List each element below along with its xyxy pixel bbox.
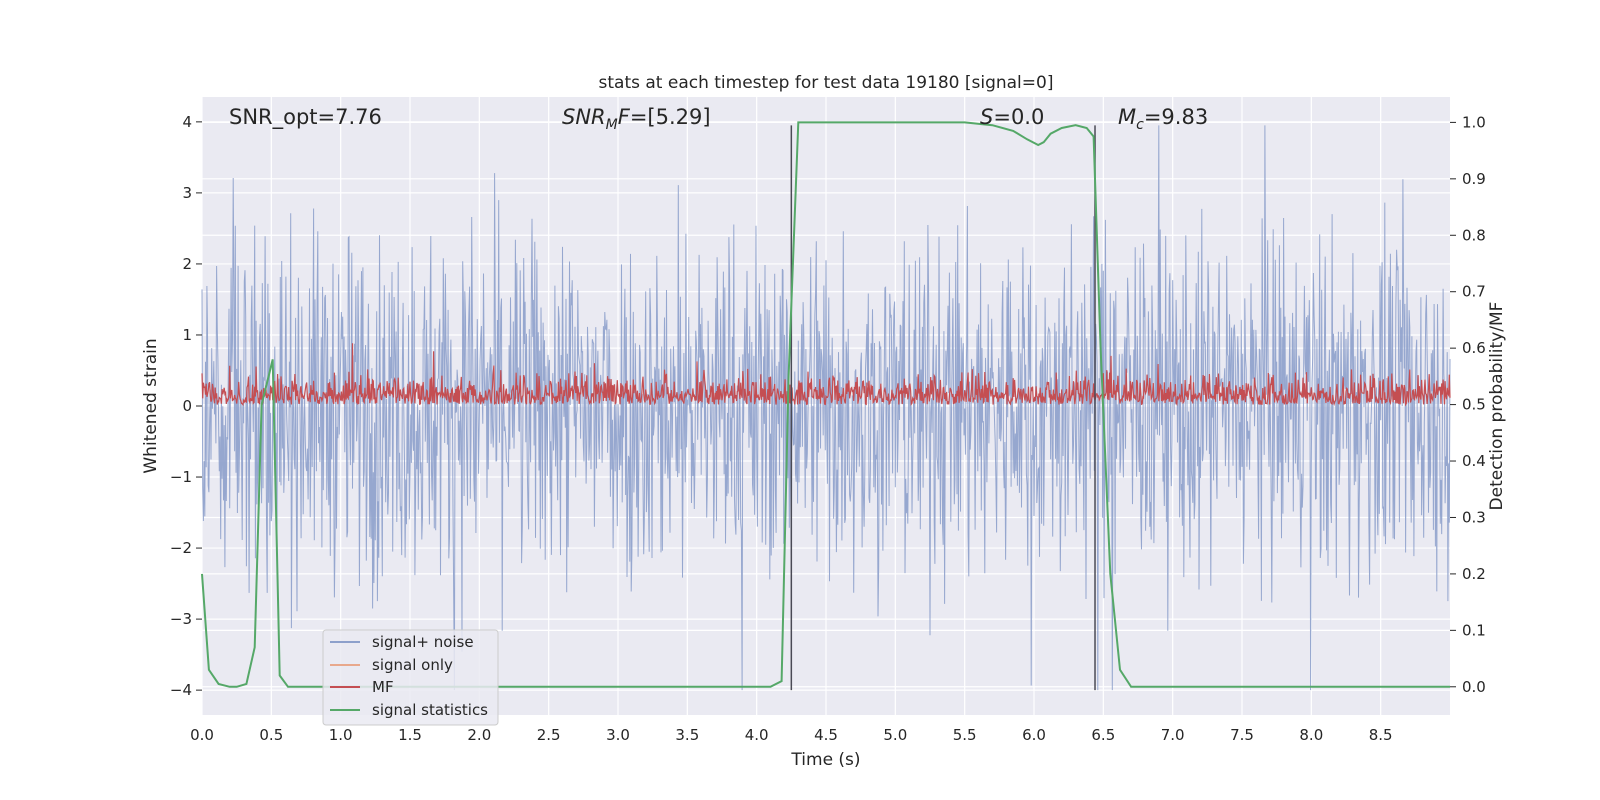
x-tick-label: 4.5 [814, 726, 838, 744]
y-right-tick-label: 0.5 [1462, 396, 1486, 414]
legend-label-signal-noise: signal+ noise [372, 633, 474, 651]
x-tick-label: 5.5 [953, 726, 977, 744]
y-right-tick-label: 0.9 [1462, 170, 1486, 188]
annotation-mc-value: Mc=9.83 [1118, 105, 1208, 133]
x-axis-ticks: 0.0 0.5 1.0 1.5 2.0 2.5 3.0 3.5 4.0 4.5 5.0 5.5 6.0 6… [190, 726, 1393, 744]
y-left-tick-label: −4 [170, 681, 192, 699]
x-tick-label: 2.0 [467, 726, 491, 744]
y-left-tick-label: −3 [170, 610, 192, 628]
annotation-snr-mf: SNRMF=[5.29] [562, 105, 711, 133]
x-tick-label: 0.0 [190, 726, 214, 744]
y-right-tick-label: 1.0 [1462, 113, 1486, 131]
y-right-tick-label: 0.0 [1462, 678, 1486, 696]
series-mf [201, 343, 1451, 407]
y-right-axis-title: Detection probability/MF [1487, 302, 1507, 511]
x-tick-label: 6.0 [1022, 726, 1046, 744]
y-right-tick-label: 0.4 [1462, 452, 1486, 470]
y-left-tick-label: 4 [182, 113, 192, 131]
grid [201, 97, 1450, 715]
x-tick-label: 4.0 [745, 726, 769, 744]
line-signal-statistics [201, 121, 1450, 688]
x-tick-label: 8.0 [1299, 726, 1323, 744]
x-axis-title: Time (s) [790, 750, 860, 770]
legend-box [322, 629, 499, 726]
y-left-tick-label: 2 [182, 255, 192, 273]
y-left-tick-label: 0 [182, 397, 192, 415]
series-signal-noise [201, 125, 1451, 691]
line-signal-noise [201, 125, 1451, 691]
y-right-tick-label: 0.2 [1462, 565, 1486, 583]
line-mf [201, 343, 1451, 407]
legend-label-mf: MF [372, 678, 394, 696]
legend-label-signal-only: signal only [372, 656, 453, 674]
legend-label-signal-statistics: signal statistics [372, 701, 488, 719]
vertical-markers [790, 125, 1096, 691]
y-left-tick-label: −2 [170, 539, 192, 557]
y-right-tick-label: 0.3 [1462, 508, 1486, 526]
y-left-axis-title: Whitened strain [141, 338, 161, 473]
x-tick-label: 0.5 [259, 726, 283, 744]
y-right-tick-label: 0.6 [1462, 339, 1486, 357]
x-tick-label: 8.5 [1369, 726, 1393, 744]
x-tick-label: 5.0 [883, 726, 907, 744]
y-right-tick-label: 0.8 [1462, 226, 1486, 244]
x-tick-label: 6.5 [1091, 726, 1115, 744]
legend: signal+ noise signal only MF signal stat… [322, 629, 499, 726]
y-left-tick-label: −1 [170, 468, 192, 486]
x-tick-label: 2.5 [537, 726, 561, 744]
annotation-snr-opt: SNR_opt=7.76 [229, 105, 382, 130]
x-tick-label: 7.5 [1230, 726, 1254, 744]
y-right-tick-label: 0.1 [1462, 621, 1486, 639]
y-right-axis-ticks: 0.0 0.1 0.2 0.3 0.4 0.5 0.6 0.7 0.8 0.9 1.0 [1450, 113, 1486, 696]
x-tick-label: 1.0 [329, 726, 353, 744]
x-tick-label: 7.0 [1161, 726, 1185, 744]
x-tick-label: 3.5 [675, 726, 699, 744]
x-tick-label: 3.0 [606, 726, 630, 744]
annotation-s-value: S=0.0 [980, 105, 1044, 129]
y-left-axis-ticks: −4 −3 −2 −1 0 1 2 3 4 [170, 113, 202, 699]
y-right-tick-label: 0.7 [1462, 283, 1486, 301]
y-left-tick-label: 3 [182, 184, 192, 202]
chart-title: stats at each timestep for test data 191… [599, 73, 1054, 93]
x-tick-label: 1.5 [398, 726, 422, 744]
y-left-tick-label: 1 [182, 326, 192, 344]
series-signal-statistics [201, 121, 1450, 688]
